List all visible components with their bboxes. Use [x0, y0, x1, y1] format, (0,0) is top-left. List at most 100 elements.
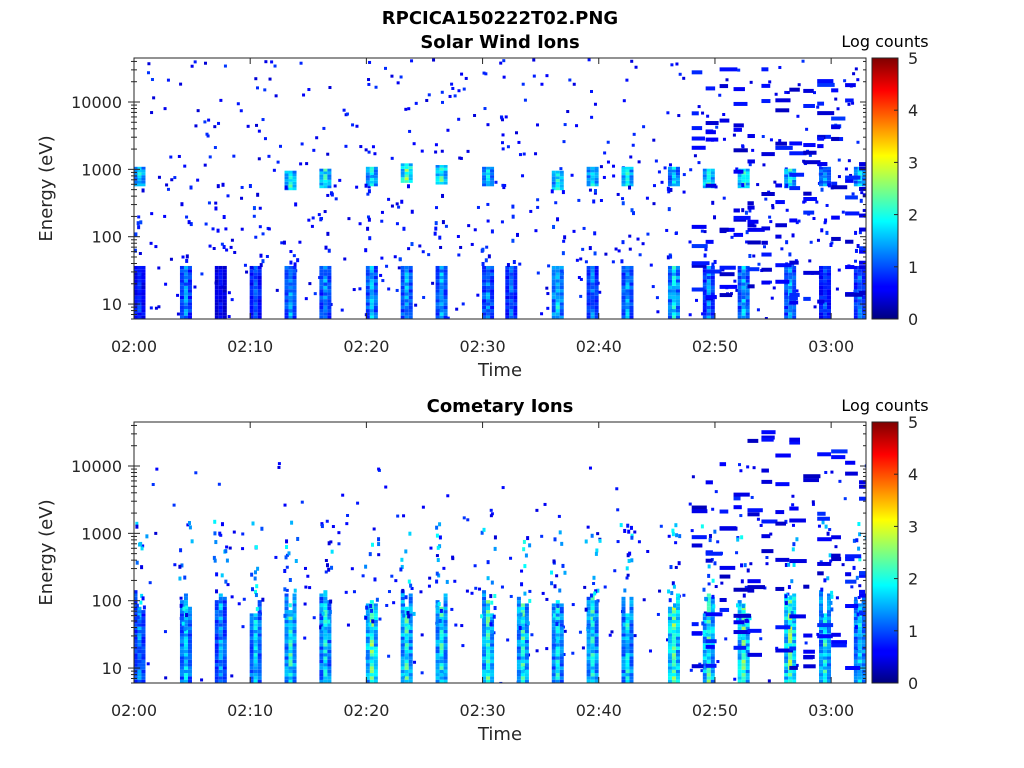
- sweep-cell: [369, 649, 374, 654]
- peak-cell: [710, 168, 715, 172]
- speckle-cell: [735, 551, 739, 555]
- sweep-cell: [319, 299, 324, 303]
- sweep-cell: [823, 292, 828, 296]
- scatter-cell: [748, 616, 752, 621]
- sweep-cell: [516, 666, 521, 670]
- sweep-cell: [141, 309, 146, 313]
- sweep-cell: [559, 606, 564, 611]
- sweep-cell: [667, 620, 672, 624]
- speckle-cell: [165, 183, 169, 187]
- peak-cell: [559, 173, 564, 177]
- sweep-cell: [490, 646, 495, 650]
- sweep-cell: [741, 679, 746, 683]
- sweep-cell: [671, 616, 676, 621]
- scatter-cell: [671, 528, 675, 533]
- sweep-cell: [675, 295, 680, 300]
- colorbar-title: Log counts: [841, 396, 928, 415]
- sweep-cell: [857, 272, 862, 276]
- scatter-cell: [136, 615, 140, 620]
- peak-cell: [702, 182, 707, 186]
- speckle-cell: [843, 497, 847, 501]
- sweep-cell: [505, 305, 510, 310]
- sweep-cell: [373, 603, 378, 607]
- sweep-cell: [482, 289, 487, 293]
- sweep-cell: [861, 636, 866, 640]
- sweep-cell: [319, 593, 324, 597]
- sweep-cell: [857, 649, 862, 654]
- sweep-cell: [710, 315, 715, 319]
- sweep-cell: [482, 636, 487, 640]
- sweep-cell: [183, 620, 188, 624]
- band-cell: [691, 631, 703, 636]
- colorbar-tick-label: 3: [908, 153, 918, 172]
- sweep-cell: [253, 295, 258, 300]
- sweep-cell: [671, 269, 676, 273]
- peak-cell: [792, 179, 797, 183]
- peak-cell: [319, 185, 324, 189]
- sweep-cell: [134, 656, 138, 660]
- scatter-cell: [213, 558, 217, 563]
- sweep-cell: [365, 305, 370, 310]
- scatter-cell: [506, 263, 510, 268]
- sweep-cell: [369, 295, 374, 300]
- sweep-cell: [675, 309, 680, 313]
- sweep-cell: [323, 626, 328, 630]
- sweep-cell: [710, 669, 715, 674]
- sweep-cell: [323, 653, 328, 657]
- peak-cell: [819, 175, 824, 178]
- speckle-cell: [148, 581, 152, 585]
- scatter-cell: [321, 626, 325, 631]
- sweep-cell: [284, 610, 289, 614]
- sweep-cell: [792, 289, 797, 293]
- sweep-cell: [373, 289, 378, 293]
- sweep-cell: [288, 275, 293, 280]
- sweep-cell: [745, 292, 750, 296]
- band-cell: [789, 186, 801, 191]
- sweep-cell: [482, 603, 487, 607]
- speckle-cell: [628, 234, 632, 238]
- speckle-cell: [675, 62, 679, 66]
- sweep-cell: [629, 616, 634, 621]
- sweep-cell: [284, 305, 289, 310]
- sweep-cell: [253, 285, 258, 290]
- scatter-cell: [852, 538, 856, 543]
- band-cell: [761, 280, 771, 285]
- band-cell: [831, 640, 848, 645]
- peak-cell: [861, 180, 866, 184]
- scatter-cell: [324, 245, 328, 250]
- speckle-cell: [457, 89, 461, 93]
- sweep-cell: [520, 613, 525, 617]
- sweep-cell: [675, 305, 680, 310]
- sweep-cell: [516, 669, 521, 674]
- sweep-cell: [288, 613, 293, 617]
- sweep-cell: [594, 292, 599, 296]
- sweep-cell: [629, 279, 634, 283]
- scatter-cell: [666, 255, 670, 260]
- speckle-cell: [502, 75, 506, 79]
- peak-cell: [819, 180, 824, 184]
- band-cell: [831, 535, 841, 540]
- scatter-cell: [820, 187, 824, 192]
- speckle-cell: [458, 156, 462, 160]
- sweep-cell: [629, 636, 634, 640]
- band-cell: [831, 632, 841, 637]
- speckle-cell: [465, 589, 469, 593]
- sweep-cell: [179, 643, 184, 647]
- sweep-cell: [141, 620, 146, 624]
- scatter-cell: [864, 535, 866, 540]
- sweep-cell: [555, 676, 560, 680]
- sweep-cell: [443, 292, 448, 296]
- speckle-cell: [501, 133, 505, 137]
- sweep-cell: [702, 629, 707, 634]
- speckle-cell: [518, 153, 522, 157]
- sweep-cell: [784, 282, 789, 286]
- sweep-cell: [482, 669, 487, 674]
- sweep-cell: [284, 309, 289, 313]
- speckle-cell: [796, 114, 800, 118]
- scatter-cell: [552, 613, 556, 618]
- speckle-cell: [642, 125, 646, 129]
- sweep-cell: [222, 596, 227, 601]
- band-cell: [733, 613, 752, 618]
- sweep-cell: [741, 282, 746, 286]
- peak-cell: [435, 170, 440, 174]
